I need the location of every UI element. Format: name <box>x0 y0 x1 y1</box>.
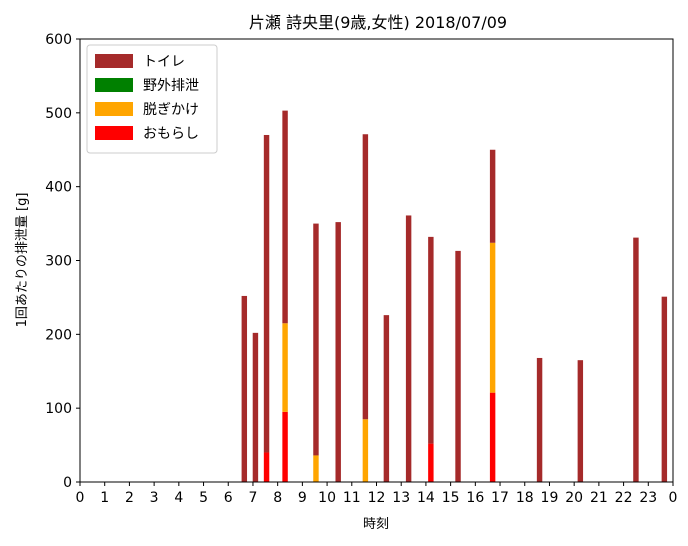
x-tick-label: 8 <box>273 490 282 506</box>
x-axis-label: 時刻 <box>363 517 389 532</box>
bar-group <box>241 110 668 482</box>
bar-toilet-15 <box>661 296 668 482</box>
bar-toilet-13 <box>577 360 584 482</box>
x-tick-label: 9 <box>298 490 307 506</box>
x-tick-label: 7 <box>248 490 257 506</box>
y-axis-ticks: 0 100 200 300 400 500 600 <box>45 32 80 491</box>
x-tick-label: 12 <box>368 490 386 506</box>
legend-label: おもらし <box>143 126 199 142</box>
bar-toilet-9 <box>428 236 434 444</box>
y-tick-label: 100 <box>45 401 72 417</box>
y-tick-label: 200 <box>45 327 72 343</box>
legend-swatch <box>95 102 133 116</box>
bar-toilet-12 <box>536 357 543 482</box>
plot-frame <box>79 38 674 483</box>
bar-toilet-0 <box>241 295 248 482</box>
bar-omorashi-9 <box>428 443 434 482</box>
bar-toilet-7 <box>383 315 390 482</box>
x-tick-label: 2 <box>125 490 134 506</box>
bar-toilet-8 <box>405 215 412 482</box>
bar-nugikake-4 <box>313 455 319 482</box>
x-tick-label: 3 <box>150 490 159 506</box>
bar-toilet-11 <box>489 149 496 243</box>
bar-omorashi-2 <box>263 452 270 482</box>
x-tick-label: 6 <box>224 490 233 506</box>
bar-nugikake-6 <box>362 419 369 482</box>
x-tick-label: 14 <box>417 490 435 506</box>
x-tick-label: 23 <box>639 490 657 506</box>
x-tick-label: 10 <box>318 490 336 506</box>
y-tick-label: 300 <box>45 254 72 270</box>
x-tick-label: 18 <box>516 490 534 506</box>
bar-toilet-5 <box>335 222 341 482</box>
legend-swatch <box>95 126 133 140</box>
bar-toilet-10 <box>455 250 461 482</box>
x-tick-label: 0 <box>76 490 85 506</box>
legend-label: トイレ <box>143 54 185 70</box>
bar-omorashi-11 <box>489 392 496 482</box>
legend-label: 脱ぎかけ <box>143 102 199 118</box>
x-tick-label: 1 <box>100 490 109 506</box>
y-tick-label: 600 <box>45 32 72 48</box>
legend-swatch <box>95 78 133 92</box>
x-tick-label: 15 <box>442 490 460 506</box>
x-tick-label: 0 <box>669 490 678 506</box>
bar-toilet-2 <box>263 134 270 453</box>
legend-label: 野外排泄 <box>143 78 199 94</box>
x-tick-label: 22 <box>615 490 633 506</box>
bar-toilet-14 <box>633 237 639 482</box>
bar-toilet-1 <box>252 332 259 482</box>
y-tick-label: 500 <box>45 106 72 122</box>
x-tick-label: 11 <box>343 490 361 506</box>
x-tick-label: 5 <box>199 490 208 506</box>
y-tick-label: 0 <box>63 475 72 491</box>
bar-nugikake-11 <box>489 242 496 393</box>
chart-title: 片瀬 詩央里(9歳,女性) 2018/07/09 <box>249 13 507 32</box>
bar-nugikake-3 <box>282 323 288 412</box>
bar-toilet-6 <box>362 134 369 420</box>
legend-swatch <box>95 54 133 68</box>
x-tick-label: 4 <box>174 490 183 506</box>
bar-toilet-3 <box>282 110 288 324</box>
x-tick-label: 20 <box>565 490 583 506</box>
x-tick-label: 16 <box>466 490 484 506</box>
bar-omorashi-3 <box>282 411 288 482</box>
x-tick-label: 17 <box>491 490 509 506</box>
bar-toilet-4 <box>313 223 319 456</box>
x-axis-ticks: 0 1 2 3 4 5 6 7 8 9 10 11 12 13 14 15 16 17 18 19 20 21 22 23 0 <box>76 482 678 506</box>
y-axis-label: 1回あたりの排泄量 [g] <box>15 193 30 328</box>
x-tick-label: 21 <box>590 490 608 506</box>
x-tick-label: 13 <box>392 490 410 506</box>
y-tick-label: 400 <box>45 180 72 196</box>
x-tick-label: 19 <box>541 490 559 506</box>
